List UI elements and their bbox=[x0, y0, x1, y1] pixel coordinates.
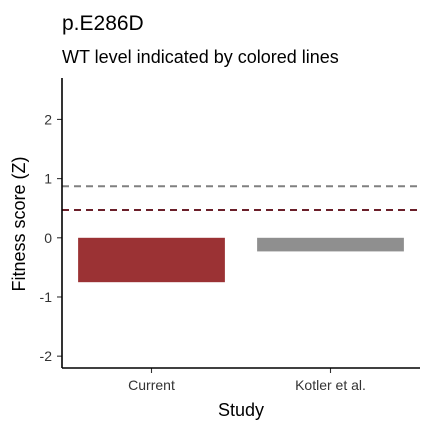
x-tick-label: Kotler et al. bbox=[295, 377, 366, 393]
x-tick-label: Current bbox=[128, 377, 175, 393]
plot-area: -2 -1 0 1 2 Current Kotler et al. bbox=[40, 78, 420, 393]
bar-current bbox=[78, 237, 225, 283]
y-tick-label: 0 bbox=[44, 230, 52, 246]
y-tick-label: -2 bbox=[40, 348, 53, 364]
y-tick-label: -1 bbox=[40, 289, 53, 305]
x-axis-title: Study bbox=[218, 400, 264, 420]
bar-kotler-et-al bbox=[257, 237, 404, 252]
chart-title: p.E286D bbox=[62, 12, 144, 35]
chart-subtitle: WT level indicated by colored lines bbox=[62, 47, 339, 67]
y-tick-label: 2 bbox=[44, 111, 52, 127]
y-tick-label: 1 bbox=[44, 171, 52, 187]
y-axis-title: Fitness score (Z) bbox=[9, 156, 29, 291]
